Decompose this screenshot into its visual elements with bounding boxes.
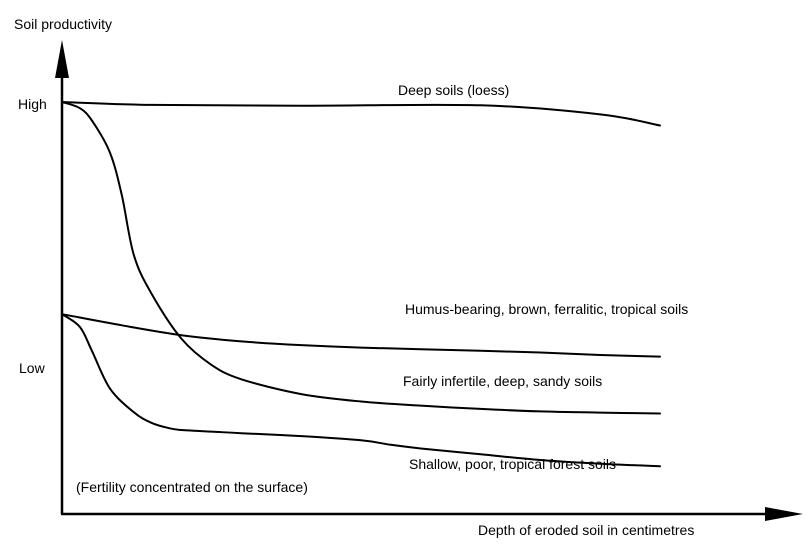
y-axis-label: Soil productivity: [14, 16, 112, 32]
curve-sandy-soils: [61, 313, 661, 358]
curve-deep-soils: [61, 101, 661, 127]
series-label-sandy-soils: Fairly infertile, deep, sandy soils: [403, 373, 602, 389]
curve-humus-bearing-soils: [61, 101, 661, 415]
y-axis-arrow: [55, 40, 69, 78]
series-label-deep-soils: Deep soils (loess): [398, 82, 509, 98]
y-tick-label-high: High: [18, 96, 47, 112]
x-axis-label: Depth of eroded soil in centimetres: [478, 522, 694, 538]
series-label-shallow-forest-soils: Shallow, poor, tropical forest soils: [409, 456, 616, 472]
y-tick-label-low: Low: [19, 360, 46, 376]
series-label-humus-bearing-soils: Humus-bearing, brown, ferralitic, tropic…: [405, 301, 688, 317]
curve-shallow-forest-soils: [61, 313, 661, 468]
x-axis-arrow: [765, 507, 803, 521]
annotation-fertility-surface: (Fertility concentrated on the surface): [76, 479, 308, 495]
